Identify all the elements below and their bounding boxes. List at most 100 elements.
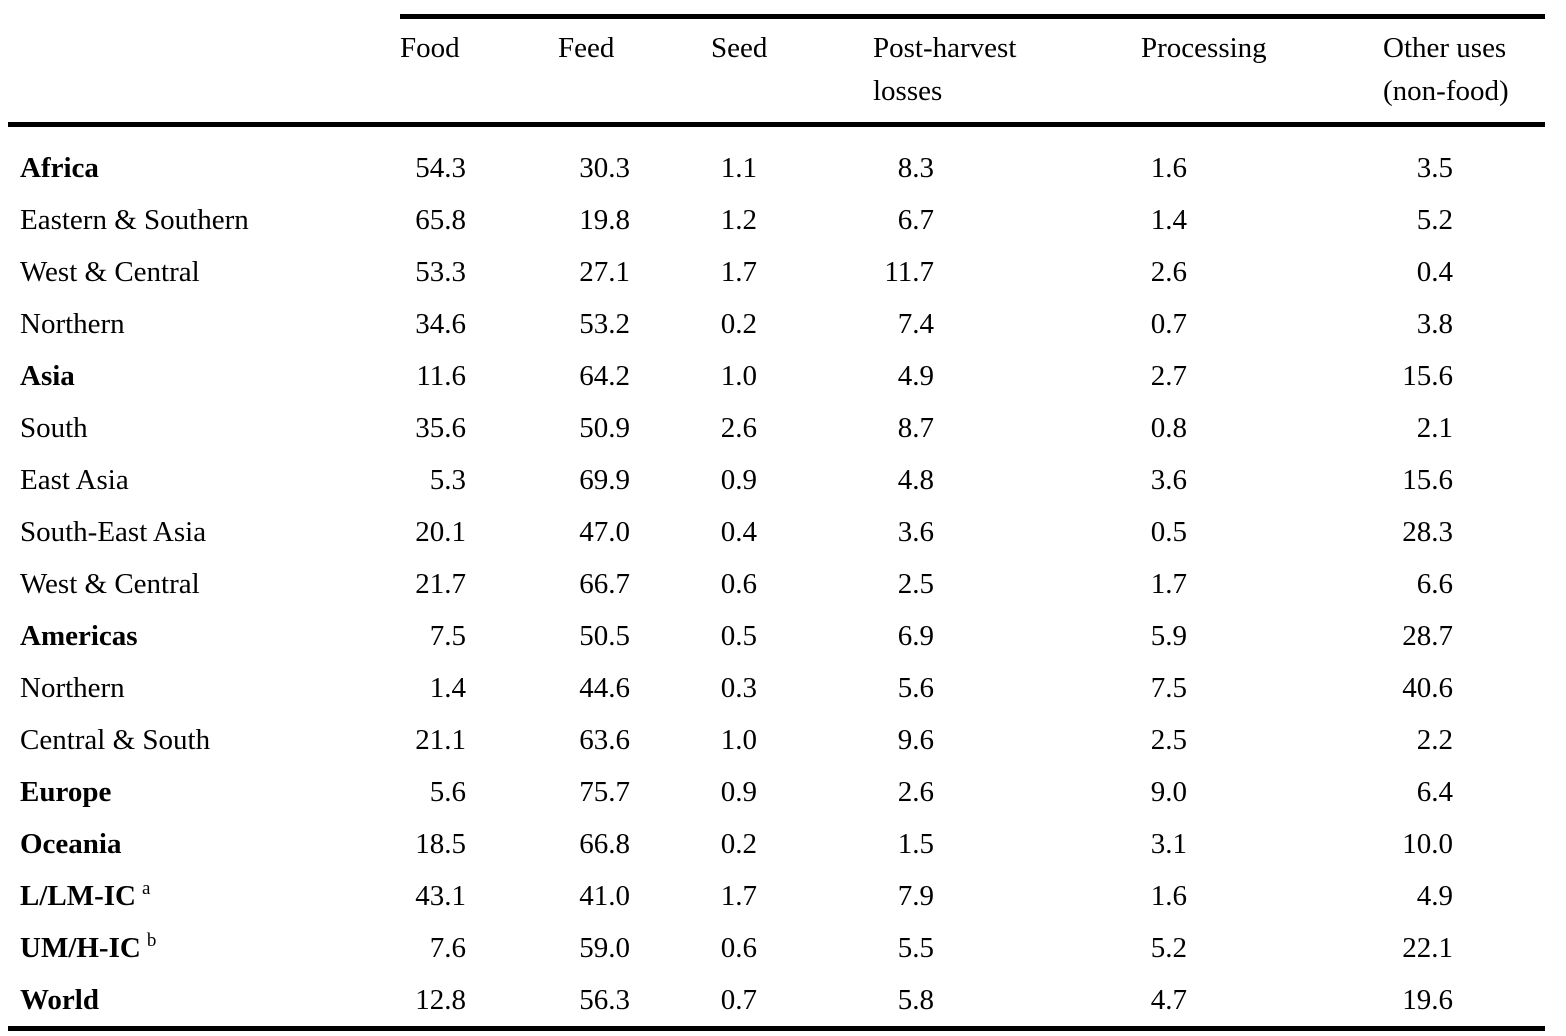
cell-value-other-uses: 0.4 bbox=[1416, 256, 1453, 288]
row-label: Europe bbox=[20, 776, 112, 808]
cell-value-seed: 0.5 bbox=[720, 620, 757, 652]
column-header-feed: Feed bbox=[558, 27, 614, 70]
cell-value-food: 21.7 bbox=[415, 568, 466, 600]
cell-value-post-harvest-losses: 8.3 bbox=[897, 152, 934, 184]
row-label-cell: Northern bbox=[20, 298, 125, 350]
row-label: Africa bbox=[20, 152, 99, 184]
column-header-seed: Seed bbox=[711, 27, 767, 70]
cell-value-feed: 66.7 bbox=[579, 568, 630, 600]
cell-value-food: 12.8 bbox=[415, 984, 466, 1016]
table-row: UM/H-IC b 7.6 59.0 0.6 5.5 5.2 22.1 bbox=[0, 922, 1566, 974]
cell-value-feed: 53.2 bbox=[579, 308, 630, 340]
cell-value-feed: 64.2 bbox=[579, 360, 630, 392]
cell-value-processing: 1.4 bbox=[1150, 204, 1187, 236]
cell-value-feed: 27.1 bbox=[579, 256, 630, 288]
cell-value-food: 11.6 bbox=[416, 360, 466, 392]
cell-value-post-harvest-losses: 6.9 bbox=[897, 620, 934, 652]
table-bottom-rule bbox=[8, 1026, 1545, 1031]
cell-value-processing: 2.7 bbox=[1150, 360, 1187, 392]
cell-value-food: 5.3 bbox=[429, 464, 466, 496]
row-label: West & Central bbox=[20, 256, 200, 288]
cell-value-seed: 0.4 bbox=[720, 516, 757, 548]
cell-value-processing: 2.5 bbox=[1150, 724, 1187, 756]
cell-value-food: 54.3 bbox=[415, 152, 466, 184]
cell-value-food: 7.5 bbox=[429, 620, 466, 652]
row-footnote-marker: b bbox=[146, 930, 157, 952]
table-row: Northern 1.4 44.6 0.3 5.6 7.5 40.6 bbox=[0, 662, 1566, 714]
cell-value-post-harvest-losses: 3.6 bbox=[897, 516, 934, 548]
cell-value-other-uses: 10.0 bbox=[1402, 828, 1453, 860]
table-row: Eastern & Southern 65.8 19.8 1.2 6.7 1.4… bbox=[0, 194, 1566, 246]
cell-value-seed: 0.2 bbox=[720, 828, 757, 860]
cell-value-food: 20.1 bbox=[415, 516, 466, 548]
cell-value-food: 5.6 bbox=[429, 776, 466, 808]
cell-value-food: 18.5 bbox=[415, 828, 466, 860]
header-top-rule bbox=[400, 14, 1545, 19]
cell-value-seed: 1.7 bbox=[720, 256, 757, 288]
table-row: East Asia 5.3 69.9 0.9 4.8 3.6 15.6 bbox=[0, 454, 1566, 506]
table-row: West & Central 21.7 66.7 0.6 2.5 1.7 6.6 bbox=[0, 558, 1566, 610]
header-divider-rule bbox=[8, 122, 1545, 127]
cell-value-post-harvest-losses: 1.5 bbox=[897, 828, 934, 860]
cell-value-other-uses: 40.6 bbox=[1402, 672, 1453, 704]
cell-value-feed: 44.6 bbox=[579, 672, 630, 704]
row-label-cell: UM/H-IC b bbox=[20, 922, 156, 974]
table-row: Europe 5.6 75.7 0.9 2.6 9.0 6.4 bbox=[0, 766, 1566, 818]
cell-value-feed: 19.8 bbox=[579, 204, 630, 236]
row-label: Northern bbox=[20, 308, 125, 340]
cell-value-seed: 0.3 bbox=[720, 672, 757, 704]
cell-value-food: 35.6 bbox=[415, 412, 466, 444]
cell-value-feed: 47.0 bbox=[579, 516, 630, 548]
column-header-food: Food bbox=[400, 27, 460, 70]
column-header-label: Processing bbox=[1141, 32, 1267, 64]
cell-value-processing: 3.6 bbox=[1150, 464, 1187, 496]
row-label: West & Central bbox=[20, 568, 200, 600]
table-body: Africa 54.3 30.3 1.1 8.3 1.6 3.5 Eastern… bbox=[0, 142, 1566, 1026]
row-label-cell: Eastern & Southern bbox=[20, 194, 249, 246]
cell-value-other-uses: 2.2 bbox=[1416, 724, 1453, 756]
cell-value-post-harvest-losses: 8.7 bbox=[897, 412, 934, 444]
cell-value-food: 21.1 bbox=[415, 724, 466, 756]
row-label-cell: Central & South bbox=[20, 714, 210, 766]
cell-value-food: 34.6 bbox=[415, 308, 466, 340]
column-header-label: Post-harvest bbox=[873, 32, 1017, 64]
cell-value-other-uses: 3.8 bbox=[1416, 308, 1453, 340]
cell-value-seed: 0.2 bbox=[720, 308, 757, 340]
cell-value-food: 43.1 bbox=[415, 880, 466, 912]
cell-value-food: 1.4 bbox=[429, 672, 466, 704]
cell-value-feed: 75.7 bbox=[579, 776, 630, 808]
cell-value-post-harvest-losses: 5.5 bbox=[897, 932, 934, 964]
cell-value-seed: 1.1 bbox=[720, 152, 757, 184]
row-label: Eastern & Southern bbox=[20, 204, 249, 236]
row-label-cell: South bbox=[20, 402, 88, 454]
column-header-label-line2: losses bbox=[873, 75, 943, 107]
cell-value-other-uses: 6.6 bbox=[1416, 568, 1453, 600]
cell-value-food: 53.3 bbox=[415, 256, 466, 288]
cell-value-seed: 2.6 bbox=[720, 412, 757, 444]
row-label: Asia bbox=[20, 360, 75, 392]
table-row: World 12.8 56.3 0.7 5.8 4.7 19.6 bbox=[0, 974, 1566, 1026]
cell-value-processing: 0.5 bbox=[1150, 516, 1187, 548]
cell-value-other-uses: 5.2 bbox=[1416, 204, 1453, 236]
row-footnote-marker: a bbox=[142, 878, 151, 900]
cell-value-processing: 0.7 bbox=[1150, 308, 1187, 340]
row-label-cell: Oceania bbox=[20, 818, 122, 870]
cell-value-seed: 0.9 bbox=[720, 464, 757, 496]
cell-value-processing: 9.0 bbox=[1150, 776, 1187, 808]
row-label: South bbox=[20, 412, 88, 444]
row-label-cell: Asia bbox=[20, 350, 75, 402]
cell-value-processing: 2.6 bbox=[1150, 256, 1187, 288]
cell-value-other-uses: 28.3 bbox=[1402, 516, 1453, 548]
row-label-cell: East Asia bbox=[20, 454, 129, 506]
cell-value-food: 65.8 bbox=[415, 204, 466, 236]
cell-value-feed: 50.5 bbox=[579, 620, 630, 652]
cell-value-post-harvest-losses: 11.7 bbox=[884, 256, 934, 288]
cell-value-processing: 4.7 bbox=[1150, 984, 1187, 1016]
column-header-label: Food bbox=[400, 32, 460, 64]
row-label-cell: Africa bbox=[20, 142, 99, 194]
cell-value-post-harvest-losses: 7.4 bbox=[897, 308, 934, 340]
cell-value-post-harvest-losses: 2.5 bbox=[897, 568, 934, 600]
cell-value-feed: 59.0 bbox=[579, 932, 630, 964]
cell-value-seed: 1.0 bbox=[720, 360, 757, 392]
cell-value-other-uses: 15.6 bbox=[1402, 464, 1453, 496]
